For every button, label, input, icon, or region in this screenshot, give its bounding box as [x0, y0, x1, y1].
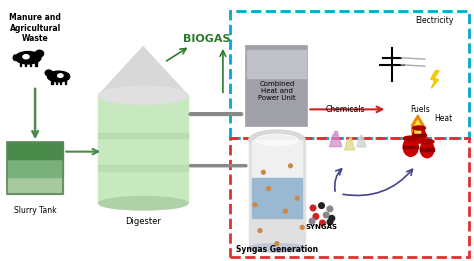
Bar [56, 78, 57, 84]
Polygon shape [345, 140, 355, 150]
Bar [25, 59, 27, 66]
Bar [64, 78, 66, 84]
Bar [99, 133, 188, 139]
Bar [420, 148, 434, 151]
Bar [361, 135, 362, 138]
Circle shape [327, 206, 333, 212]
Polygon shape [411, 115, 424, 141]
Bar [246, 46, 308, 126]
Bar [249, 140, 305, 248]
Bar [403, 146, 418, 148]
Circle shape [301, 226, 304, 229]
Circle shape [327, 219, 333, 225]
Text: Slurry Tank: Slurry Tank [14, 206, 56, 215]
Ellipse shape [47, 71, 70, 82]
Text: Chemicals: Chemicals [325, 105, 365, 114]
Circle shape [253, 203, 257, 206]
Ellipse shape [420, 140, 434, 144]
Polygon shape [415, 120, 421, 136]
Ellipse shape [413, 126, 426, 130]
Circle shape [323, 212, 329, 218]
Bar [99, 95, 188, 203]
Ellipse shape [15, 51, 41, 64]
Ellipse shape [35, 50, 44, 57]
Circle shape [262, 170, 265, 174]
Circle shape [258, 229, 262, 233]
Circle shape [289, 164, 292, 168]
Ellipse shape [420, 141, 434, 158]
Text: Manure and
Agricultural
Waste: Manure and Agricultural Waste [9, 13, 61, 43]
Polygon shape [99, 47, 188, 95]
Bar [60, 78, 61, 84]
Circle shape [310, 218, 315, 224]
Bar [7, 159, 64, 177]
Text: Heat: Heat [435, 114, 453, 123]
Ellipse shape [413, 127, 426, 143]
Circle shape [295, 196, 299, 200]
Bar [7, 142, 64, 194]
Ellipse shape [23, 55, 29, 59]
Bar [7, 177, 64, 194]
Bar [334, 132, 337, 134]
Text: Syngas Generation: Syngas Generation [236, 245, 318, 254]
Text: Fuels: Fuels [410, 105, 430, 114]
Text: BIOGAS: BIOGAS [183, 34, 230, 44]
Bar [19, 59, 21, 66]
Ellipse shape [99, 197, 188, 210]
Circle shape [266, 187, 270, 190]
Circle shape [275, 242, 279, 245]
Text: Combined
Heat and
Power Unit: Combined Heat and Power Unit [258, 81, 296, 100]
Ellipse shape [99, 86, 188, 104]
Ellipse shape [403, 136, 418, 141]
Ellipse shape [45, 70, 52, 76]
Circle shape [283, 209, 287, 213]
Text: SYNGAS: SYNGAS [306, 224, 337, 230]
Text: Digester: Digester [125, 217, 161, 226]
Bar [29, 59, 31, 66]
Bar [349, 137, 351, 140]
Polygon shape [431, 71, 439, 88]
Bar [99, 165, 188, 171]
Bar [51, 78, 53, 84]
Bar [252, 178, 302, 218]
Bar [35, 59, 36, 66]
Bar [252, 140, 302, 178]
Circle shape [313, 213, 319, 219]
Ellipse shape [403, 138, 418, 156]
Circle shape [310, 205, 316, 211]
Bar [7, 142, 64, 159]
Ellipse shape [249, 130, 305, 150]
Ellipse shape [256, 134, 298, 146]
Circle shape [329, 216, 335, 221]
Ellipse shape [249, 244, 305, 252]
Text: Electricity: Electricity [415, 16, 453, 25]
Polygon shape [329, 134, 342, 147]
Circle shape [319, 203, 324, 209]
Circle shape [319, 220, 325, 226]
Bar [247, 50, 307, 78]
Ellipse shape [58, 74, 63, 78]
Bar [413, 134, 426, 137]
Polygon shape [357, 138, 366, 147]
